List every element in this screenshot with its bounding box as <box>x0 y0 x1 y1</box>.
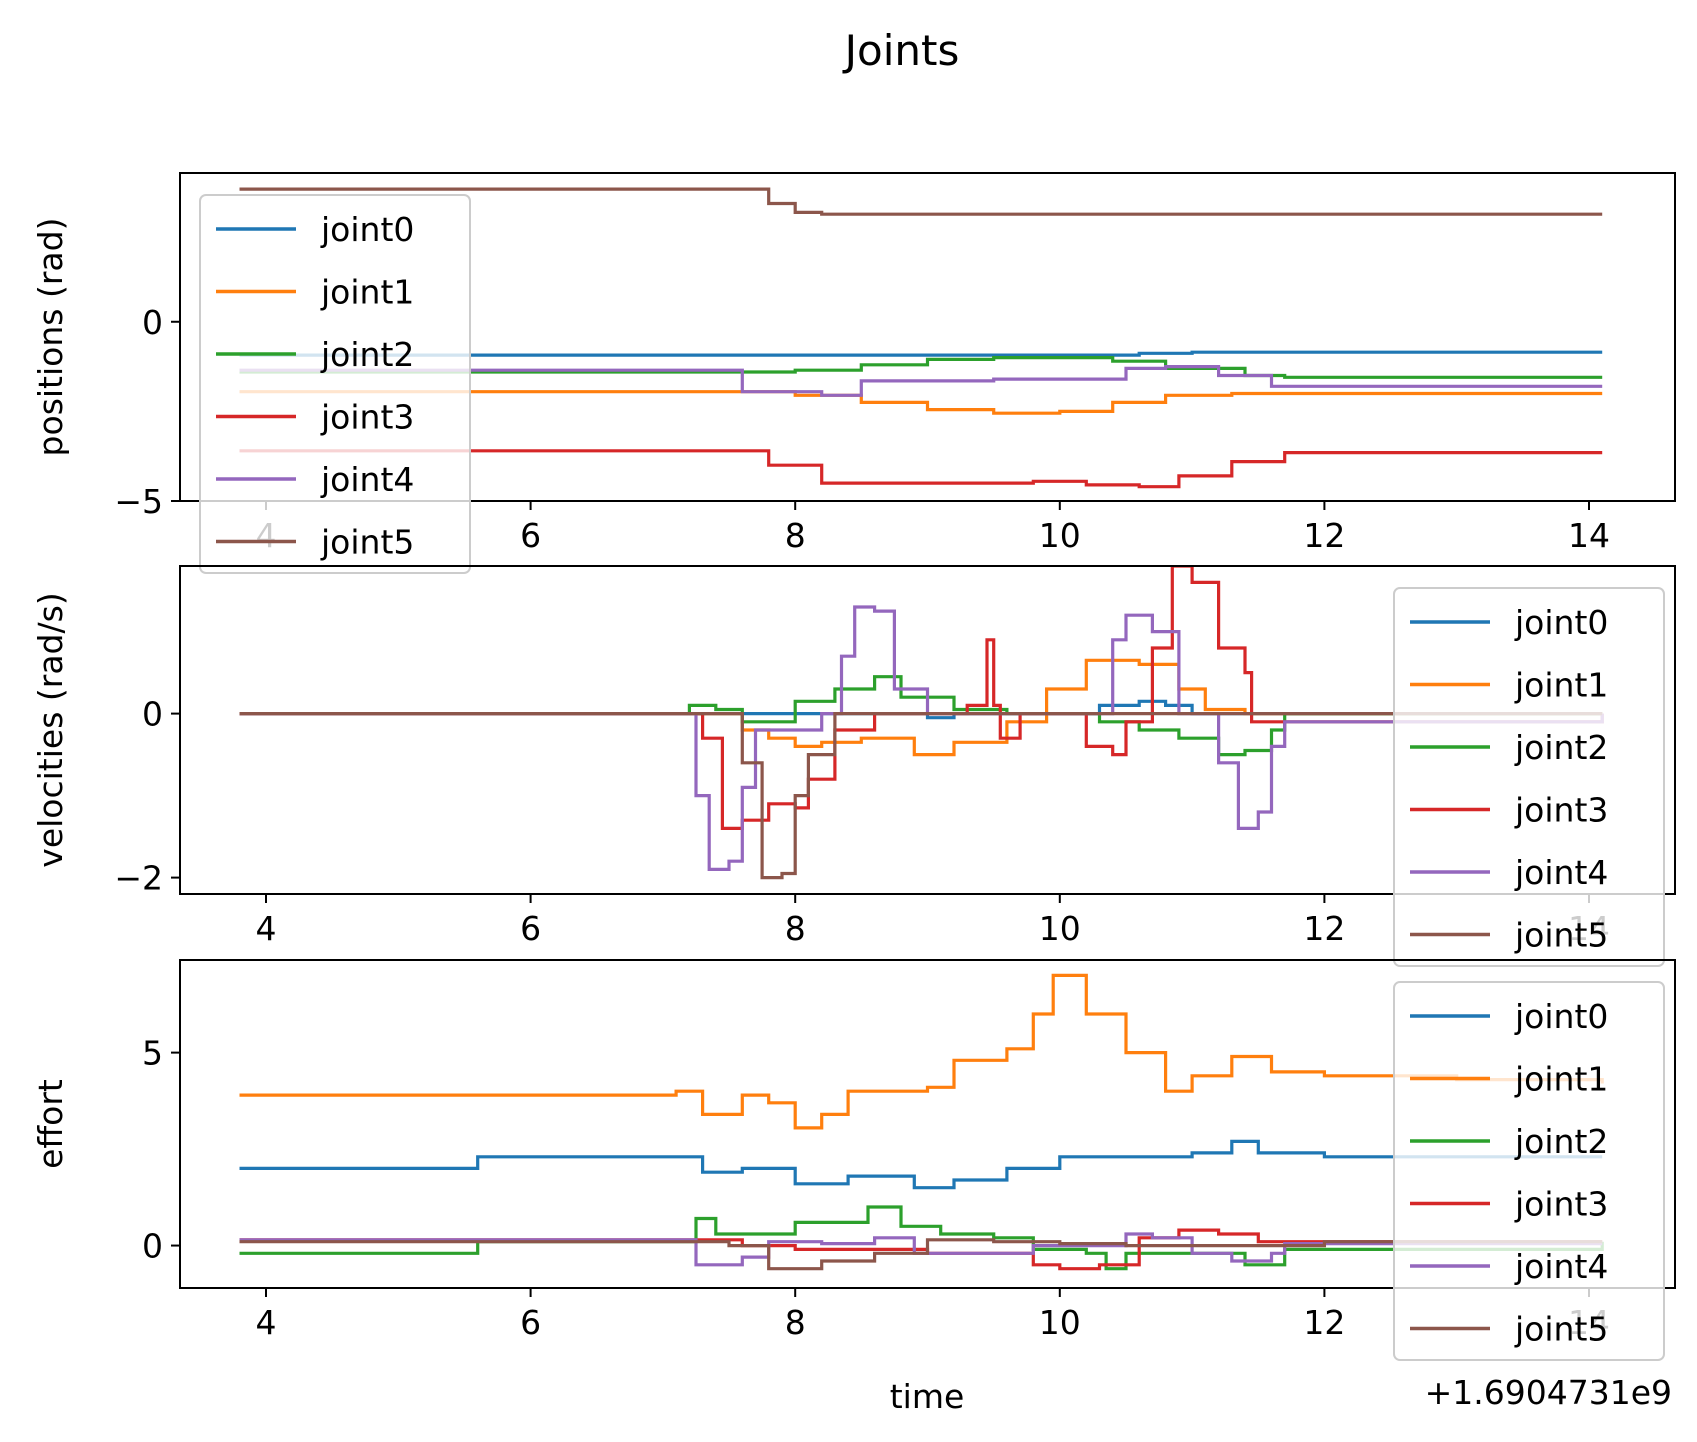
effort-subplot: 46810121450effortjoint0joint1joint2joint… <box>31 959 1676 1361</box>
effort-y-axis-label: effort <box>31 1079 70 1169</box>
figure-title: Joints <box>842 26 960 75</box>
velocities-legend-box <box>1393 587 1665 967</box>
effort-series-joint1 <box>239 973 1604 1130</box>
positions-axes-frame <box>179 172 1676 502</box>
velocities-series-joint5 <box>239 712 1603 880</box>
velocities-legend-label-joint5: joint5 <box>1514 916 1608 955</box>
velocities-series-joint4 <box>239 605 1604 871</box>
effort-axes-frame <box>179 959 1676 1289</box>
effort-legend-box <box>1393 981 1665 1361</box>
velocities-legend-label-joint2: joint2 <box>1514 728 1608 767</box>
positions-series-joint1 <box>239 390 1603 415</box>
effort-x-tick-label: 12 <box>1303 1303 1345 1342</box>
positions-x-tick-label: 6 <box>520 516 541 555</box>
positions-y-axis-label: positions (rad) <box>31 218 70 457</box>
positions-legend-label-joint3: joint3 <box>320 398 414 437</box>
effort-series-joint3 <box>239 1228 1603 1271</box>
velocities-series-joint2 <box>239 675 1603 757</box>
velocities-x-tick-label: 10 <box>1039 909 1081 948</box>
effort-y-tick-label: 0 <box>142 1227 163 1266</box>
x-axis-label: time <box>890 1377 965 1416</box>
positions-x-tick-label: 14 <box>1568 516 1610 555</box>
positions-x-tick-label: 10 <box>1039 516 1081 555</box>
positions-legend-label-joint2: joint2 <box>320 335 414 374</box>
positions-series-joint0 <box>239 350 1603 357</box>
effort-legend-label-joint2: joint2 <box>1514 1122 1608 1161</box>
effort-x-tick-label: 8 <box>785 1303 806 1342</box>
velocities-axes-frame <box>179 565 1676 895</box>
positions-y-tick-label: −5 <box>114 482 163 521</box>
positions-legend-label-joint5: joint5 <box>320 523 414 562</box>
effort-legend: joint0 joint1 joint2 joint3 joint4 joint5 <box>1393 981 1665 1361</box>
velocities-legend-label-joint3: joint3 <box>1514 791 1608 830</box>
velocities-x-tick-label: 6 <box>520 909 541 948</box>
positions-series-joint3 <box>239 449 1603 489</box>
effort-legend-label-joint3: joint3 <box>1514 1185 1608 1224</box>
effort-series-joint5 <box>239 1238 1603 1271</box>
velocities-legend-label-joint4: joint4 <box>1514 853 1608 892</box>
positions-legend: joint0 joint1 joint2 joint3 joint4 joint5 <box>199 194 471 574</box>
positions-legend-label-joint0: joint0 <box>320 210 414 249</box>
effort-series-joint4 <box>239 1232 1603 1267</box>
effort-series-joint0 <box>239 1139 1603 1190</box>
velocities-x-tick-label: 12 <box>1303 909 1345 948</box>
positions-y-tick-label: 0 <box>142 303 163 342</box>
effort-legend-label-joint0: joint0 <box>1514 997 1608 1036</box>
positions-legend-label-joint4: joint4 <box>320 460 414 499</box>
x-axis-offset-label: +1.6904731e9 <box>1425 1373 1672 1412</box>
positions-series-joint5 <box>239 187 1603 216</box>
velocities-legend-label-joint0: joint0 <box>1514 603 1608 642</box>
positions-x-tick-label: 8 <box>785 516 806 555</box>
velocities-y-tick-label: 0 <box>142 695 163 734</box>
effort-y-tick-label: 5 <box>142 1034 163 1073</box>
positions-series-joint4 <box>239 365 1603 397</box>
positions-legend-box <box>199 194 471 574</box>
velocities-y-axis-label: velocities (rad/s) <box>31 592 70 867</box>
velocities-legend: joint0 joint1 joint2 joint3 joint4 joint5 <box>1393 587 1665 967</box>
velocities-x-tick-label: 4 <box>255 909 276 948</box>
positions-legend-label-joint1: joint1 <box>320 273 414 312</box>
effort-legend-label-joint4: joint4 <box>1514 1247 1608 1286</box>
effort-x-tick-label: 4 <box>255 1303 276 1342</box>
velocities-y-tick-label: −2 <box>114 859 163 898</box>
velocities-legend-label-joint1: joint1 <box>1514 666 1608 705</box>
positions-x-tick-label: 12 <box>1303 516 1345 555</box>
effort-x-tick-label: 6 <box>520 1303 541 1342</box>
effort-legend-label-joint5: joint5 <box>1514 1310 1608 1349</box>
effort-x-tick-label: 10 <box>1039 1303 1081 1342</box>
velocities-x-tick-label: 8 <box>785 909 806 948</box>
effort-legend-label-joint1: joint1 <box>1514 1060 1608 1099</box>
velocities-series-joint3 <box>239 566 1604 830</box>
